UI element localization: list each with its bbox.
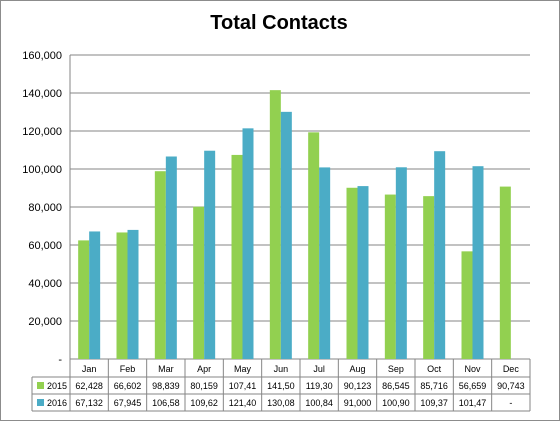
x-tick-label: Dec bbox=[503, 364, 520, 374]
data-table-cell: 85,716 bbox=[420, 381, 448, 391]
data-table-cell: 62,428 bbox=[75, 381, 103, 391]
x-tick-label: Mar bbox=[158, 364, 174, 374]
bar-2015-Feb bbox=[116, 232, 128, 359]
bar-2015-Nov bbox=[461, 251, 473, 359]
bar-2015-Mar bbox=[154, 171, 166, 359]
bar-2015-Dec bbox=[499, 186, 511, 359]
bar-2016-Jun bbox=[280, 111, 292, 360]
bar-2016-Jul bbox=[319, 167, 331, 359]
legend-key-2016 bbox=[37, 399, 44, 406]
bar-2016-Nov bbox=[472, 166, 484, 359]
bar-2016-May bbox=[242, 128, 254, 359]
y-tick-label: 100,000 bbox=[22, 164, 62, 176]
data-table-cell: 121,40 bbox=[229, 398, 257, 408]
y-tick-label: 20,000 bbox=[28, 316, 62, 328]
bar-2016-Sep bbox=[395, 167, 407, 359]
data-table-cell: 98,839 bbox=[152, 381, 180, 391]
x-tick-label: Sep bbox=[388, 364, 404, 374]
bar-2015-Oct bbox=[423, 196, 435, 359]
data-table-cell: 109,62 bbox=[190, 398, 218, 408]
bar-2016-Apr bbox=[204, 150, 216, 359]
data-table-cell: 90,743 bbox=[497, 381, 525, 391]
bar-2015-Jan bbox=[78, 240, 90, 359]
data-table-cell: 109,37 bbox=[420, 398, 448, 408]
x-tick-label: Jun bbox=[274, 364, 289, 374]
data-table-cell: 90,123 bbox=[344, 381, 372, 391]
bar-2016-Oct bbox=[434, 151, 446, 359]
bar-2015-Sep bbox=[384, 194, 396, 359]
y-tick-label: 60,000 bbox=[28, 240, 62, 252]
data-table-cell: 67,945 bbox=[114, 398, 142, 408]
data-table-cell: 119,30 bbox=[306, 381, 333, 391]
data-table-cell: 107,41 bbox=[229, 381, 257, 391]
x-tick-label: Aug bbox=[349, 364, 365, 374]
data-table-cell: 67,132 bbox=[75, 398, 103, 408]
data-table-cell: 106,58 bbox=[152, 398, 180, 408]
bar-2016-Aug bbox=[357, 186, 369, 359]
data-table-cell: 56,659 bbox=[459, 381, 487, 391]
bar-2015-May bbox=[231, 154, 243, 359]
y-tick-label: 140,000 bbox=[22, 88, 62, 100]
data-table-cell: 100,90 bbox=[382, 398, 410, 408]
y-tick-label: 80,000 bbox=[28, 202, 62, 214]
bar-2016-Feb bbox=[127, 229, 139, 359]
data-table-cell: 80,159 bbox=[190, 381, 218, 391]
data-table-cell: 141,50 bbox=[267, 381, 295, 391]
legend-label: 2016 bbox=[47, 398, 67, 408]
data-table-cell: 101,47 bbox=[459, 398, 487, 408]
data-table-cell: 86,545 bbox=[382, 381, 410, 391]
bar-2016-Jan bbox=[89, 231, 101, 359]
x-tick-label: May bbox=[234, 364, 252, 374]
data-table-cell: 100,84 bbox=[305, 398, 333, 408]
y-tick-label: 160,000 bbox=[22, 50, 62, 62]
y-tick-label: - bbox=[58, 354, 62, 366]
y-tick-label: 40,000 bbox=[28, 278, 62, 290]
x-tick-label: Jan bbox=[82, 364, 97, 374]
bar-2015-Aug bbox=[346, 187, 358, 359]
data-table-cell: 130,08 bbox=[267, 398, 295, 408]
x-tick-label: Feb bbox=[120, 364, 136, 374]
chart-title: Total Contacts bbox=[210, 12, 348, 34]
data-table-cell: 66,602 bbox=[114, 381, 142, 391]
data-table-cell: - bbox=[509, 398, 512, 408]
y-tick-label: 120,000 bbox=[22, 126, 62, 138]
x-tick-label: Oct bbox=[427, 364, 442, 374]
x-tick-label: Nov bbox=[464, 364, 481, 374]
bar-2015-Apr bbox=[193, 206, 205, 359]
x-tick-label: Apr bbox=[197, 364, 211, 374]
bar-2015-Jun bbox=[269, 90, 281, 360]
x-tick-label: Jul bbox=[313, 364, 325, 374]
bar-2015-Jul bbox=[308, 132, 320, 359]
bar-2016-Mar bbox=[165, 156, 177, 359]
legend-label: 2015 bbox=[47, 381, 67, 391]
data-table-cell: 91,000 bbox=[344, 398, 372, 408]
legend-key-2015 bbox=[37, 382, 44, 389]
